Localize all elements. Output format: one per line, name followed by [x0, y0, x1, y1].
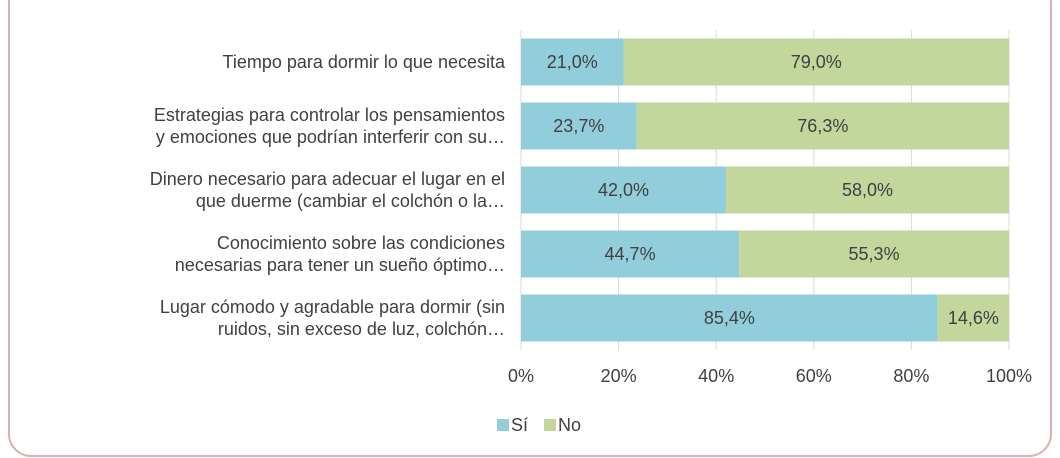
legend-swatch — [544, 419, 557, 431]
legend-label: No — [558, 415, 581, 435]
x-tick-label: 0% — [508, 366, 534, 386]
bar-segment — [725, 166, 1009, 214]
bar-segment — [521, 230, 740, 278]
category-label: Tiempo para dormir lo que necesita — [222, 52, 505, 72]
value-label: 79,0% — [791, 52, 842, 72]
category-label: Dinero necesario para adecuar el lugar e… — [149, 169, 505, 211]
bar-segment — [521, 294, 938, 342]
bar-segment — [521, 166, 726, 214]
value-label: 58,0% — [842, 180, 893, 200]
value-label: 14,6% — [948, 308, 999, 328]
bar-segment — [937, 294, 1009, 342]
value-label: 42,0% — [598, 180, 649, 200]
bar-segment — [636, 102, 1009, 150]
value-label: 44,7% — [605, 244, 656, 264]
bar-segment — [521, 38, 624, 86]
bar-segment — [521, 102, 637, 150]
x-tick-label: 80% — [893, 366, 929, 386]
bar-segment — [623, 38, 1009, 86]
value-label: 85,4% — [704, 308, 755, 328]
x-tick-label: 60% — [796, 366, 832, 386]
x-tick-label: 40% — [698, 366, 734, 386]
x-tick-label: 20% — [601, 366, 637, 386]
category-label: Estrategias para controlar los pensamien… — [153, 105, 505, 147]
value-label: 76,3% — [797, 116, 848, 136]
value-label: 23,7% — [553, 116, 604, 136]
legend-swatch — [497, 419, 509, 431]
value-label: 55,3% — [849, 244, 900, 264]
legend-label: Sí — [511, 415, 528, 435]
frame-border — [8, 0, 1052, 457]
category-label: Conocimiento sobre las condiciones neces… — [174, 233, 505, 275]
x-tick-label: 100% — [986, 366, 1032, 386]
bar-segment — [739, 230, 1009, 278]
value-label: 21,0% — [547, 52, 598, 72]
category-label: Lugar cómodo y agradable para dormir (si… — [159, 297, 505, 339]
